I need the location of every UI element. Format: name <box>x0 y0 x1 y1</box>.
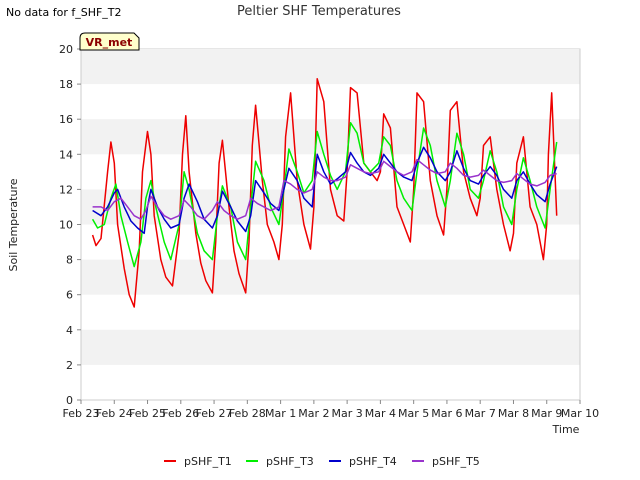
series-lines <box>91 78 558 308</box>
x-tick-label: Mar 10 <box>561 407 599 420</box>
x-tick-label: Feb 24 <box>96 407 133 420</box>
badge-label: VR_met <box>86 36 133 49</box>
x-tick-label: Feb 25 <box>129 407 166 420</box>
series-line-pSHF_T5 <box>92 158 557 220</box>
y-tick-label: 12 <box>59 183 73 196</box>
series-line-pSHF_T4 <box>92 146 558 235</box>
no-data-note: No data for f_SHF_T2 <box>6 6 122 19</box>
y-tick-label: 6 <box>66 289 73 302</box>
x-tick-label: Mar 8 <box>498 407 529 420</box>
x-tick-label: Mar 2 <box>298 407 329 420</box>
y-tick-label: 18 <box>59 78 73 91</box>
x-tick-label: Mar 6 <box>431 407 462 420</box>
x-tick-label: Mar 3 <box>332 407 363 420</box>
x-axis-label: Time <box>552 423 580 436</box>
grid-band <box>81 119 580 155</box>
x-tick-label: Feb 27 <box>196 407 233 420</box>
legend-label-pSHF_T1: pSHF_T1 <box>184 455 232 468</box>
vr-met-badge: VR_met <box>79 32 140 51</box>
legend-label-pSHF_T5: pSHF_T5 <box>432 455 480 468</box>
legend-label-pSHF_T3: pSHF_T3 <box>266 455 314 468</box>
x-tick-label: Feb 26 <box>162 407 199 420</box>
x-tick-label: Feb 23 <box>63 407 100 420</box>
legend: pSHF_T1 pSHF_T3 pSHF_T4 pSHF_T5 <box>164 455 480 468</box>
y-axis: 0 2 4 6 8 10 12 14 16 18 20 <box>59 43 81 407</box>
y-tick-label: 14 <box>59 148 73 161</box>
chart-title: Peltier SHF Temperatures <box>237 4 401 19</box>
x-tick-label: Mar 5 <box>398 407 429 420</box>
x-tick-label: Mar 4 <box>365 407 396 420</box>
grid-band <box>81 259 580 295</box>
x-tick-label: Feb 28 <box>229 407 266 420</box>
x-tick-label: Mar 1 <box>265 407 296 420</box>
grid-band <box>81 329 580 365</box>
series-line-pSHF_T3 <box>91 121 558 268</box>
grid-band <box>81 49 580 85</box>
y-tick-label: 20 <box>59 43 73 56</box>
y-tick-label: 2 <box>66 359 73 372</box>
series-line-pSHF_T1 <box>91 78 558 308</box>
legend-label-pSHF_T4: pSHF_T4 <box>349 455 397 468</box>
y-tick-label: 16 <box>59 113 73 126</box>
y-tick-label: 10 <box>59 219 73 232</box>
x-tick-label: Mar 9 <box>531 407 562 420</box>
y-tick-label: 8 <box>66 254 73 267</box>
y-axis-label: Soil Temperature <box>7 178 20 271</box>
x-tick-label: Mar 7 <box>465 407 496 420</box>
y-tick-label: 4 <box>66 324 73 337</box>
y-tick-label: 0 <box>66 394 73 407</box>
